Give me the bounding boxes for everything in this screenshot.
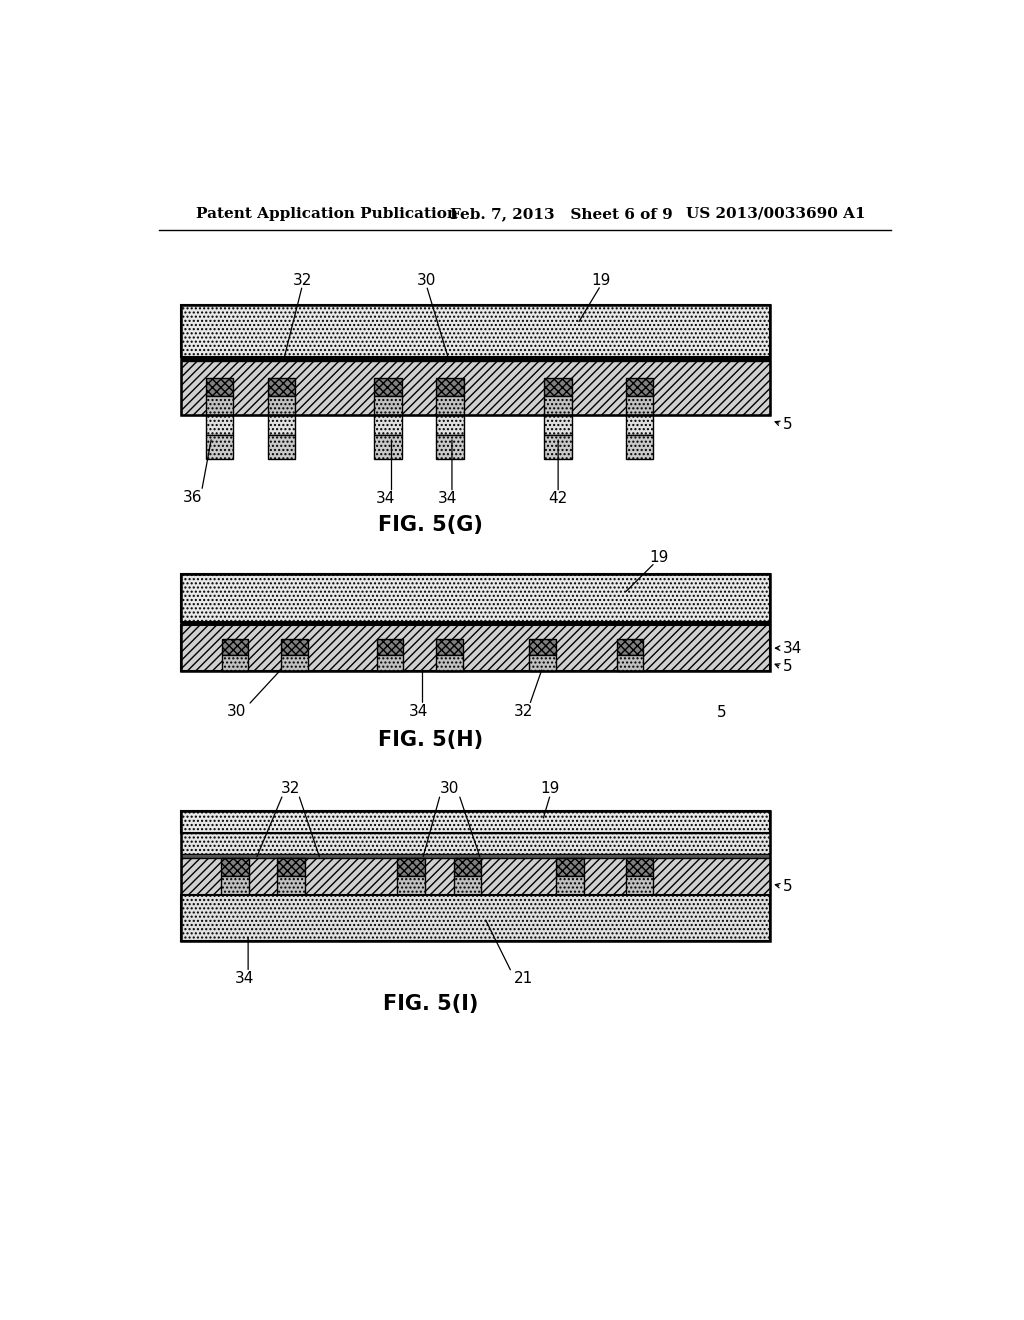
Bar — [180, 358, 770, 360]
Bar — [267, 434, 295, 459]
Bar — [206, 378, 233, 396]
Bar — [221, 876, 249, 895]
Bar — [626, 378, 653, 396]
Text: 32: 32 — [293, 272, 312, 288]
Text: 36: 36 — [182, 490, 202, 504]
Text: 19: 19 — [649, 549, 669, 565]
Bar — [206, 396, 233, 414]
Bar — [267, 414, 295, 434]
Text: 34: 34 — [409, 704, 428, 719]
Bar — [435, 414, 464, 434]
Text: 30: 30 — [440, 780, 460, 796]
Text: 34: 34 — [234, 972, 254, 986]
Bar — [374, 434, 401, 459]
Bar — [206, 434, 233, 459]
Bar — [544, 378, 572, 396]
Text: 5: 5 — [783, 417, 793, 432]
Text: 5: 5 — [717, 705, 727, 721]
Text: 21: 21 — [514, 972, 532, 986]
Text: FIG. 5(G): FIG. 5(G) — [378, 515, 482, 535]
Bar — [180, 858, 770, 895]
Text: FIG. 5(H): FIG. 5(H) — [378, 730, 482, 750]
Text: 5: 5 — [783, 659, 793, 675]
Bar — [180, 895, 770, 941]
Bar — [626, 414, 653, 434]
Bar — [454, 858, 481, 876]
Bar — [544, 414, 572, 434]
Bar — [180, 305, 770, 358]
Bar — [221, 858, 249, 876]
Text: 34: 34 — [376, 491, 395, 507]
Bar — [544, 396, 572, 414]
Bar — [626, 434, 653, 459]
Bar — [617, 639, 643, 655]
Bar — [282, 655, 308, 671]
Bar — [267, 396, 295, 414]
Text: 32: 32 — [514, 704, 532, 719]
Bar — [267, 378, 295, 396]
Text: 19: 19 — [591, 272, 610, 288]
Bar — [529, 655, 556, 671]
Bar — [435, 378, 464, 396]
Bar — [377, 639, 403, 655]
Bar — [180, 574, 770, 622]
Bar — [626, 876, 653, 895]
Bar — [222, 639, 248, 655]
Bar — [180, 360, 770, 414]
Bar — [435, 434, 464, 459]
Text: 5: 5 — [783, 879, 793, 894]
Bar — [180, 622, 770, 626]
Text: 42: 42 — [549, 491, 567, 507]
Text: 30: 30 — [417, 272, 436, 288]
Bar — [397, 858, 425, 876]
Bar — [626, 396, 653, 414]
Bar — [397, 876, 425, 895]
Text: 19: 19 — [541, 780, 560, 796]
Text: Patent Application Publication: Patent Application Publication — [197, 207, 458, 220]
Bar — [276, 858, 305, 876]
Text: 34: 34 — [437, 491, 457, 507]
Bar — [374, 414, 401, 434]
Bar — [556, 858, 584, 876]
Bar — [180, 812, 770, 833]
Text: Feb. 7, 2013   Sheet 6 of 9: Feb. 7, 2013 Sheet 6 of 9 — [450, 207, 673, 220]
Text: 32: 32 — [281, 780, 300, 796]
Bar — [529, 639, 556, 655]
Bar — [180, 305, 770, 414]
Bar — [222, 655, 248, 671]
Bar — [617, 655, 643, 671]
Bar — [206, 414, 233, 434]
Text: FIG. 5(I): FIG. 5(I) — [383, 994, 478, 1014]
Bar — [276, 876, 305, 895]
Bar — [374, 396, 401, 414]
Text: 30: 30 — [226, 704, 246, 719]
Bar — [180, 574, 770, 671]
Bar — [435, 396, 464, 414]
Bar — [180, 812, 770, 941]
Bar — [436, 655, 463, 671]
Bar — [180, 833, 770, 854]
Bar — [180, 854, 770, 858]
Bar — [282, 639, 308, 655]
Bar — [544, 434, 572, 459]
Bar — [180, 626, 770, 671]
Bar — [556, 876, 584, 895]
Bar — [454, 876, 481, 895]
Text: US 2013/0033690 A1: US 2013/0033690 A1 — [686, 207, 865, 220]
Bar — [374, 378, 401, 396]
Text: 34: 34 — [783, 640, 802, 656]
Bar — [626, 858, 653, 876]
Bar — [377, 655, 403, 671]
Bar — [436, 639, 463, 655]
